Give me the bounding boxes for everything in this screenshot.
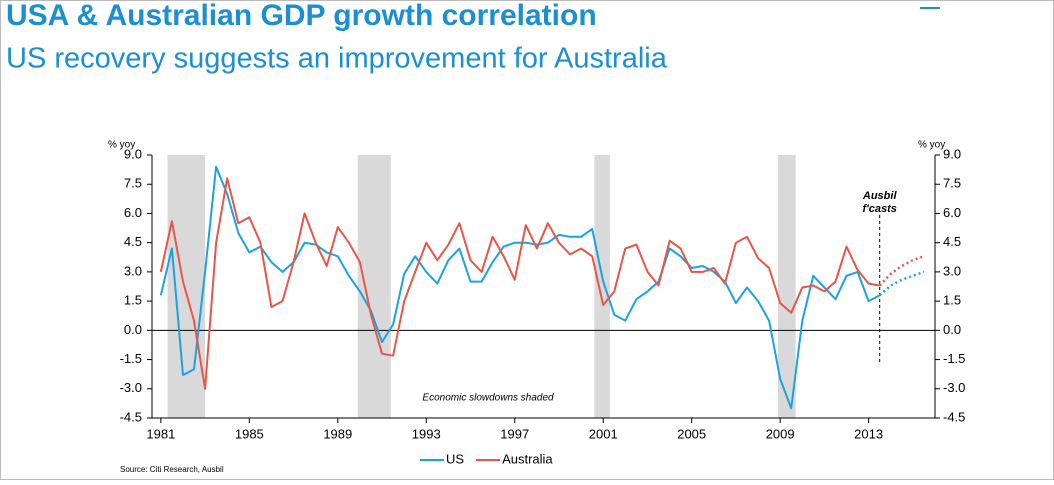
x-tick-label: 1989 (323, 426, 352, 441)
y2-tick-label: 0.0 (943, 322, 961, 337)
x-tick-label: 2005 (677, 426, 706, 441)
y2-tick-label: 6.0 (943, 205, 961, 220)
x-tick-label: 1997 (500, 426, 529, 441)
shaded-period (357, 155, 391, 418)
y2-axis-label: % yoy (918, 140, 945, 151)
y2-tick-label: 9.0 (943, 146, 961, 161)
line-series (159, 177, 880, 390)
forecast-label: Ausbil (862, 190, 898, 202)
x-tick-label: 1981 (146, 426, 175, 441)
x-tick-label: 2013 (854, 426, 883, 441)
legend-label: Australia (502, 451, 553, 466)
y-tick-label: 7.5 (124, 176, 142, 191)
forecast-line-series (878, 255, 925, 287)
source: Source: Citi Research, Ausbil (120, 465, 224, 474)
y-tick-label: 6.0 (124, 205, 142, 220)
legend-label: US (446, 451, 464, 466)
x-tick-label: 2001 (589, 426, 618, 441)
annotation: Economic slowdowns shaded (422, 393, 554, 404)
x-tick-label: 1985 (235, 426, 264, 441)
shaded-period (167, 155, 206, 418)
y-axis-label: % yoy (108, 140, 135, 151)
chart-subtitle: US recovery suggests an improvement for … (6, 43, 668, 75)
y-tick-label: 0.0 (124, 322, 142, 337)
y2-tick-label: 1.5 (943, 293, 961, 308)
chart-title: USA & Australian GDP growth correlation (6, 0, 597, 32)
y-tick-label: 3.0 (124, 263, 142, 278)
shaded-period (777, 155, 796, 418)
y-tick-label: -3.0 (120, 380, 142, 395)
y-tick-label: 1.5 (124, 293, 142, 308)
x-tick-label: 2009 (766, 426, 795, 441)
y2-tick-label: -4.5 (943, 409, 965, 424)
line-series (159, 165, 881, 410)
y-tick-label: 4.5 (124, 234, 142, 249)
y-tick-label: 9.0 (124, 146, 142, 161)
y2-tick-label: -3.0 (943, 380, 965, 395)
y-tick-label: -4.5 (120, 409, 142, 424)
y2-tick-label: 4.5 (943, 234, 961, 249)
shaded-period (594, 155, 610, 418)
x-tick-label: 1993 (412, 426, 441, 441)
y2-tick-label: 3.0 (943, 263, 961, 278)
y-tick-label: -1.5 (120, 351, 142, 366)
y2-tick-label: -1.5 (943, 351, 965, 366)
forecast-label: f'casts (862, 203, 896, 215)
y2-tick-label: 7.5 (943, 176, 961, 191)
